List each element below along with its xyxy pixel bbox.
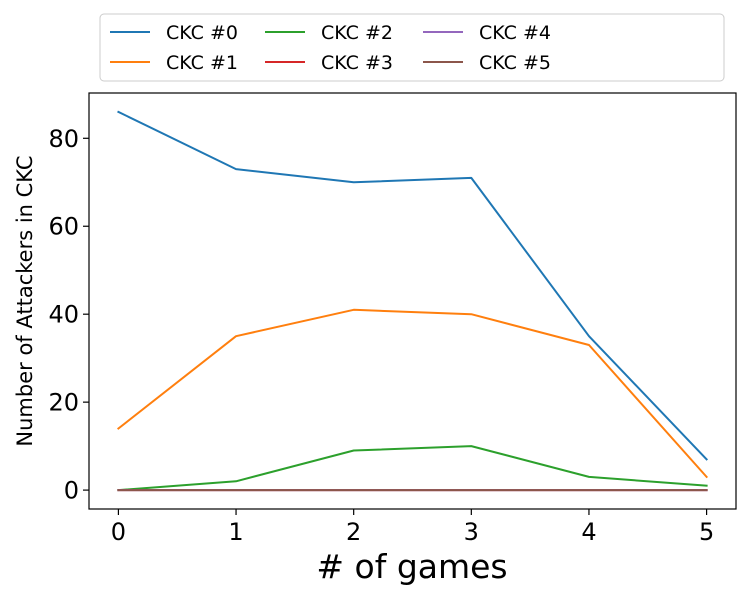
y-tick-label: 60: [48, 213, 79, 241]
x-axis-label: # of games: [316, 547, 507, 586]
x-axis: 0 1 2 3 4 5: [111, 509, 714, 546]
x-tick-label: 5: [699, 518, 714, 546]
series-line-ckc-0: [117, 110, 709, 461]
x-tick-label: 3: [464, 518, 479, 546]
series-line-ckc-2: [117, 445, 708, 492]
series-line-ckc-1: [116, 308, 709, 479]
legend: CKC #0 CKC #1 CKC #2 CKC #3 CKC #4 CKC #5: [99, 13, 725, 82]
plot-frame: [88, 92, 737, 510]
x-tick-label: 4: [581, 518, 596, 546]
y-tick-label: 40: [48, 301, 79, 329]
legend-frame: [99, 13, 725, 82]
legend-label-ckc-3: CKC #3: [321, 52, 393, 74]
legend-label-ckc-4: CKC #4: [479, 22, 551, 44]
y-tick-label: 20: [48, 389, 79, 417]
y-axis-label: Number of Attackers in CKC: [13, 155, 37, 446]
legend-label-ckc-5: CKC #5: [479, 52, 551, 74]
legend-label-ckc-0: CKC #0: [166, 22, 238, 44]
series-layer: [116, 110, 709, 492]
x-tick-label: 2: [346, 518, 361, 546]
legend-label-ckc-1: CKC #1: [166, 52, 238, 74]
x-tick-label: 1: [228, 518, 243, 546]
y-tick-label: 0: [64, 477, 79, 505]
legend-label-ckc-2: CKC #2: [321, 22, 393, 44]
x-tick-label: 0: [111, 518, 126, 546]
y-tick-label: 80: [48, 125, 79, 153]
y-axis: 0 20 40 60 80: [48, 125, 89, 505]
